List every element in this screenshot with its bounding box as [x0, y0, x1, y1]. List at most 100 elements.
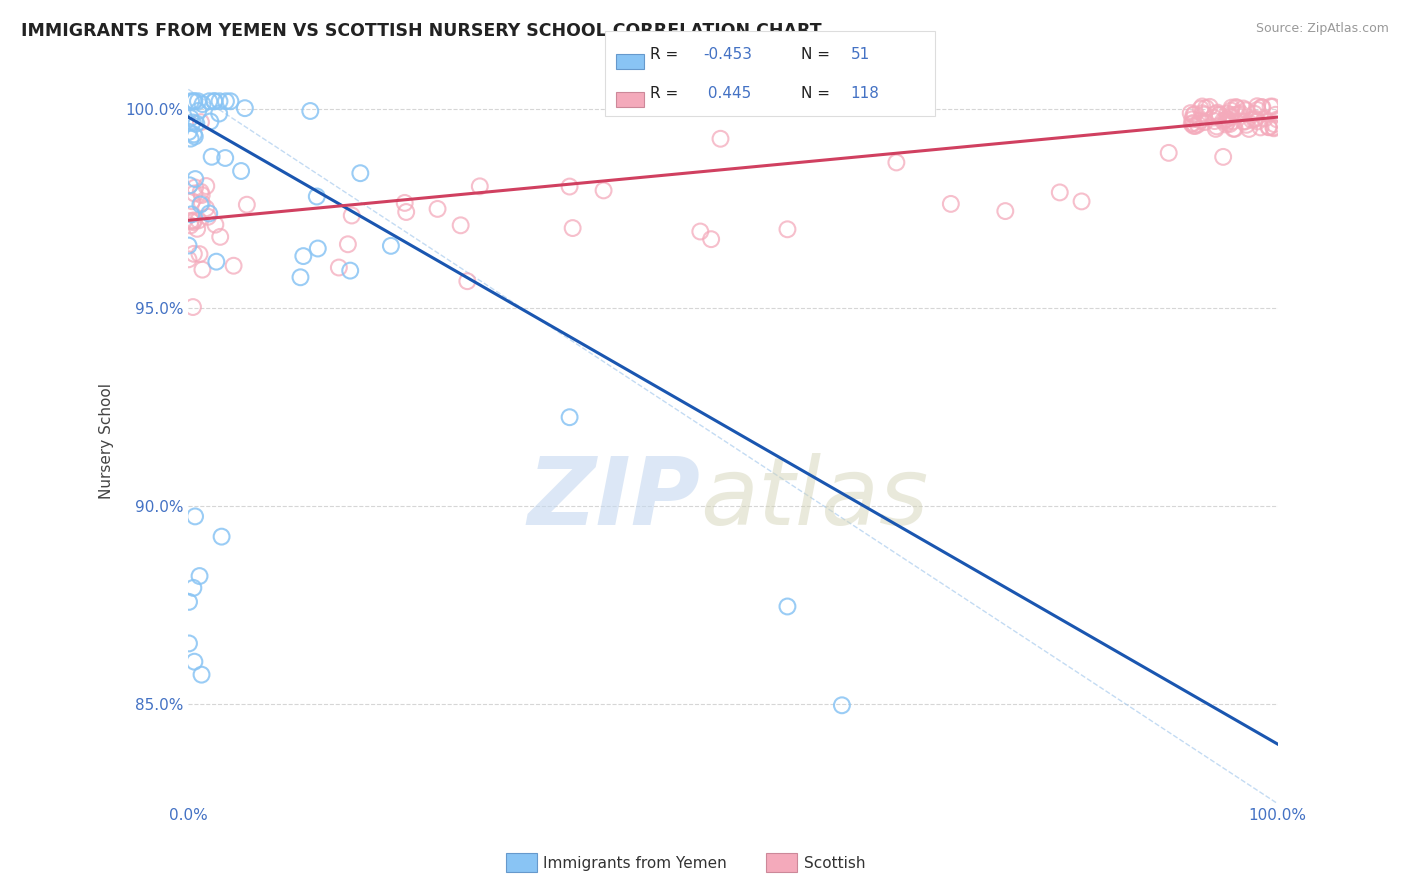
Point: [1205, 121, 1227, 136]
Point: [1194, 115, 1216, 129]
Point: [186, 222, 208, 236]
Point: [187, 213, 209, 227]
Point: [994, 204, 1017, 219]
Point: [1246, 99, 1268, 113]
Point: [1220, 101, 1243, 115]
Text: 0.445: 0.445: [703, 86, 751, 101]
Point: [1222, 121, 1244, 136]
Point: [290, 270, 312, 285]
Point: [198, 95, 221, 109]
Point: [204, 218, 226, 232]
Point: [229, 164, 252, 178]
Point: [211, 530, 233, 544]
Point: [177, 125, 200, 139]
Point: [191, 196, 214, 211]
Point: [1229, 106, 1251, 120]
Point: [179, 111, 201, 125]
Point: [1222, 114, 1244, 128]
Point: [222, 259, 245, 273]
Point: [1187, 118, 1209, 132]
Point: [183, 186, 205, 201]
Text: -0.453: -0.453: [703, 47, 752, 62]
Y-axis label: Nursery School: Nursery School: [100, 383, 114, 499]
Point: [181, 115, 204, 129]
Point: [209, 230, 232, 244]
Point: [1181, 116, 1204, 130]
Point: [1184, 119, 1206, 133]
Point: [208, 95, 231, 109]
Text: N =: N =: [801, 86, 831, 101]
Point: [177, 238, 200, 252]
Point: [1226, 101, 1249, 115]
Point: [202, 95, 225, 109]
Point: [204, 95, 226, 109]
Point: [1205, 120, 1227, 134]
Point: [561, 221, 583, 235]
Point: [184, 509, 207, 524]
Point: [1234, 118, 1257, 132]
Point: [183, 95, 205, 109]
Text: IMMIGRANTS FROM YEMEN VS SCOTTISH NURSERY SCHOOL CORRELATION CHART: IMMIGRANTS FROM YEMEN VS SCOTTISH NURSER…: [21, 22, 821, 40]
Point: [191, 97, 214, 112]
Point: [190, 197, 212, 211]
Point: [1223, 121, 1246, 136]
Point: [1195, 101, 1218, 115]
Point: [188, 247, 211, 261]
Point: [181, 194, 204, 209]
Point: [180, 214, 202, 228]
Point: [1250, 100, 1272, 114]
Point: [187, 103, 209, 118]
Point: [177, 252, 200, 267]
Point: [1184, 107, 1206, 121]
Point: [1206, 105, 1229, 120]
Point: [328, 260, 350, 275]
Point: [197, 210, 219, 224]
Point: [558, 179, 581, 194]
Point: [1181, 117, 1204, 131]
Point: [1204, 107, 1226, 121]
Point: [1225, 100, 1247, 114]
Point: [1216, 115, 1239, 129]
Point: [215, 95, 238, 109]
Point: [1243, 112, 1265, 127]
Point: [183, 128, 205, 142]
Point: [191, 262, 214, 277]
Point: [1208, 108, 1230, 122]
Point: [1264, 108, 1286, 122]
Text: atlas: atlas: [700, 453, 928, 544]
Point: [1219, 110, 1241, 124]
Text: 118: 118: [851, 86, 880, 101]
Point: [236, 197, 259, 211]
Point: [776, 222, 799, 236]
Point: [1198, 100, 1220, 114]
Point: [394, 195, 416, 210]
Point: [181, 300, 204, 314]
Point: [349, 166, 371, 180]
Point: [1189, 102, 1212, 116]
Point: [195, 202, 218, 216]
Point: [200, 114, 222, 128]
Point: [339, 263, 361, 277]
Point: [1232, 114, 1254, 128]
Point: [1233, 114, 1256, 128]
Point: [1202, 111, 1225, 125]
Point: [1216, 112, 1239, 126]
Point: [1049, 186, 1071, 200]
Point: [292, 249, 315, 263]
Point: [340, 209, 363, 223]
Point: [179, 178, 201, 193]
Point: [1215, 113, 1237, 128]
Point: [1219, 117, 1241, 131]
Point: [1265, 112, 1288, 127]
Point: [1254, 112, 1277, 126]
Point: [190, 115, 212, 129]
Point: [1240, 112, 1263, 127]
Point: [195, 179, 218, 194]
Point: [468, 179, 491, 194]
Point: [1227, 107, 1250, 121]
Point: [1225, 107, 1247, 121]
Point: [1212, 150, 1234, 164]
Text: R =: R =: [650, 47, 678, 62]
Point: [190, 667, 212, 681]
Point: [183, 581, 205, 595]
